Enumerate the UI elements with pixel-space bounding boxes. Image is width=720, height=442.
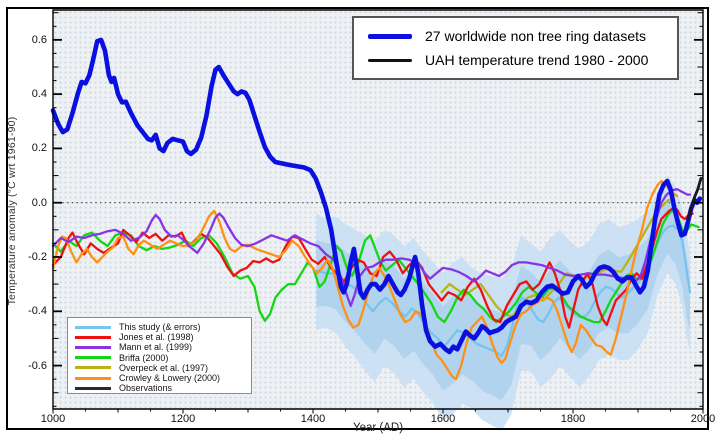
legend-label: Overpeck et al. (1997) bbox=[119, 362, 209, 373]
legend-datasets-box: 27 worldwide non tree ring datasets UAH t… bbox=[352, 16, 679, 80]
y-tick-label-0.2: 0.2 bbox=[31, 142, 47, 155]
legend-label: 27 worldwide non tree ring datasets bbox=[425, 28, 647, 44]
legend-line-swatch bbox=[75, 345, 111, 349]
series-6 bbox=[50, 37, 703, 355]
legend-line-swatch bbox=[75, 376, 111, 380]
y-tick-label--0.4: -0.4 bbox=[28, 305, 47, 318]
y-tick-label-0.6: 0.6 bbox=[31, 33, 47, 46]
legend-line-swatch bbox=[75, 386, 111, 390]
legend-reconstructions-item-3: Briffa (2000) bbox=[75, 353, 251, 363]
legend-label: This study (& errors) bbox=[119, 322, 201, 333]
legend-line-swatch bbox=[368, 33, 412, 39]
error-band-outer bbox=[316, 175, 690, 431]
x-tick-label-1400: 1400 bbox=[300, 413, 326, 425]
x-tick-label-1200: 1200 bbox=[170, 413, 196, 425]
legend-reconstructions-item-0: This study (& errors) bbox=[75, 322, 251, 332]
legend-line-swatch bbox=[75, 335, 111, 339]
legend-label: Mann et al. (1999) bbox=[119, 342, 193, 353]
x-tick-label-2000: 2000 bbox=[690, 413, 716, 425]
x-axis-title: Year (AD) bbox=[352, 422, 404, 434]
legend-line-swatch bbox=[75, 356, 111, 360]
legend-label: Jones et al. (1998) bbox=[119, 332, 194, 343]
y-axis-title: Temperature anomaly (°C wrt 1961-90) bbox=[6, 116, 18, 306]
figure-border bbox=[6, 7, 709, 430]
legend-reconstructions-item-1: Jones et al. (1998) bbox=[75, 332, 251, 342]
x-tick-label-1800: 1800 bbox=[560, 413, 586, 425]
legend-reconstructions-item-4: Overpeck et al. (1997) bbox=[75, 363, 251, 373]
x-tick-label-1600: 1600 bbox=[430, 413, 456, 425]
error-band-inner bbox=[316, 197, 690, 401]
legend-datasets-item-0: 27 worldwide non tree ring datasets bbox=[368, 28, 677, 44]
y-tick-label-0.0: 0.0 bbox=[31, 196, 47, 209]
y-tick-label-0.4: 0.4 bbox=[31, 88, 47, 101]
legend-line-swatch bbox=[75, 366, 111, 370]
y-tick-label--0.6: -0.6 bbox=[28, 359, 47, 372]
legend-line-swatch bbox=[368, 58, 412, 62]
legend-reconstructions-box: This study (& errors) Jones et al. (1998)… bbox=[67, 317, 252, 394]
legend-label: Briffa (2000) bbox=[119, 352, 169, 363]
y-tick-label--0.2: -0.2 bbox=[28, 251, 47, 263]
x-tick-label-1000: 1000 bbox=[40, 413, 66, 425]
legend-reconstructions-item-6: Observations bbox=[75, 383, 251, 393]
legend-label: Crowley & Lowery (2000) bbox=[119, 373, 221, 384]
legend-line-swatch bbox=[75, 325, 111, 329]
legend-datasets-item-1: UAH temperature trend 1980 - 2000 bbox=[368, 52, 677, 68]
series-7 bbox=[686, 176, 703, 221]
legend-reconstructions-item-5: Crowley & Lowery (2000) bbox=[75, 373, 251, 383]
legend-label: UAH temperature trend 1980 - 2000 bbox=[425, 52, 649, 68]
legend-label: Observations bbox=[119, 383, 173, 394]
legend-reconstructions-item-2: Mann et al. (1999) bbox=[75, 342, 251, 352]
